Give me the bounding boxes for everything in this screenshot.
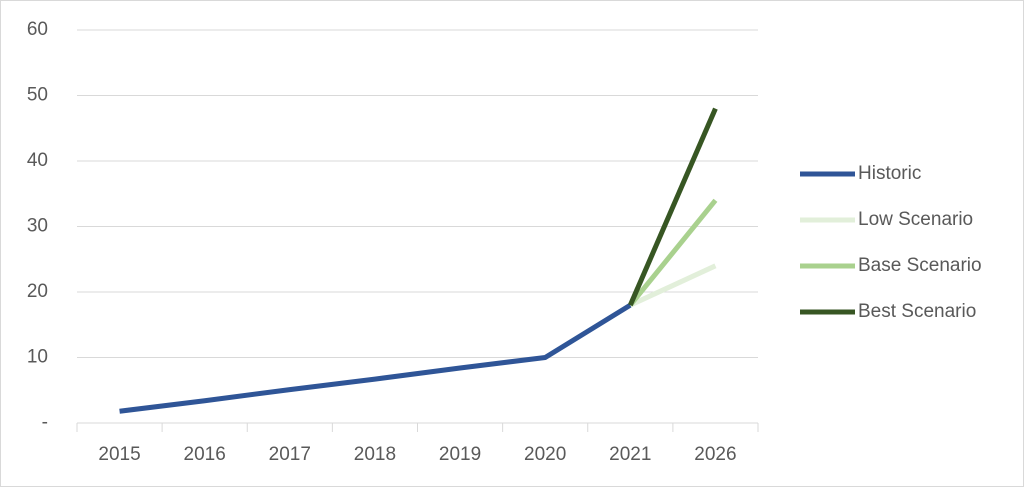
x-tick-label: 2018 — [354, 444, 396, 465]
x-tick-label: 2021 — [609, 444, 651, 465]
x-tick-label: 2020 — [524, 444, 566, 465]
y-tick-label: 10 — [27, 347, 48, 368]
legend-label: Best Scenario — [858, 301, 976, 322]
legend-label: Historic — [858, 163, 921, 184]
y-tick-label: 20 — [27, 281, 48, 302]
y-tick-label: 30 — [27, 216, 48, 237]
x-tick-label: 2017 — [269, 444, 311, 465]
x-tick-label: 2015 — [98, 444, 140, 465]
x-tick-label: 2019 — [439, 444, 481, 465]
line-series — [628, 198, 718, 307]
y-tick-label: 50 — [27, 85, 48, 106]
legend-label: Low Scenario — [858, 209, 973, 230]
line-series — [629, 263, 717, 308]
y-tick-label: 60 — [27, 19, 48, 40]
x-tick-label: 2026 — [694, 444, 736, 465]
legend-label: Base Scenario — [858, 255, 982, 276]
y-tick-label: - — [42, 412, 48, 433]
y-tick-label: 40 — [27, 150, 48, 171]
line-series — [119, 302, 632, 414]
x-tick-label: 2016 — [184, 444, 226, 465]
line-series — [628, 107, 718, 307]
